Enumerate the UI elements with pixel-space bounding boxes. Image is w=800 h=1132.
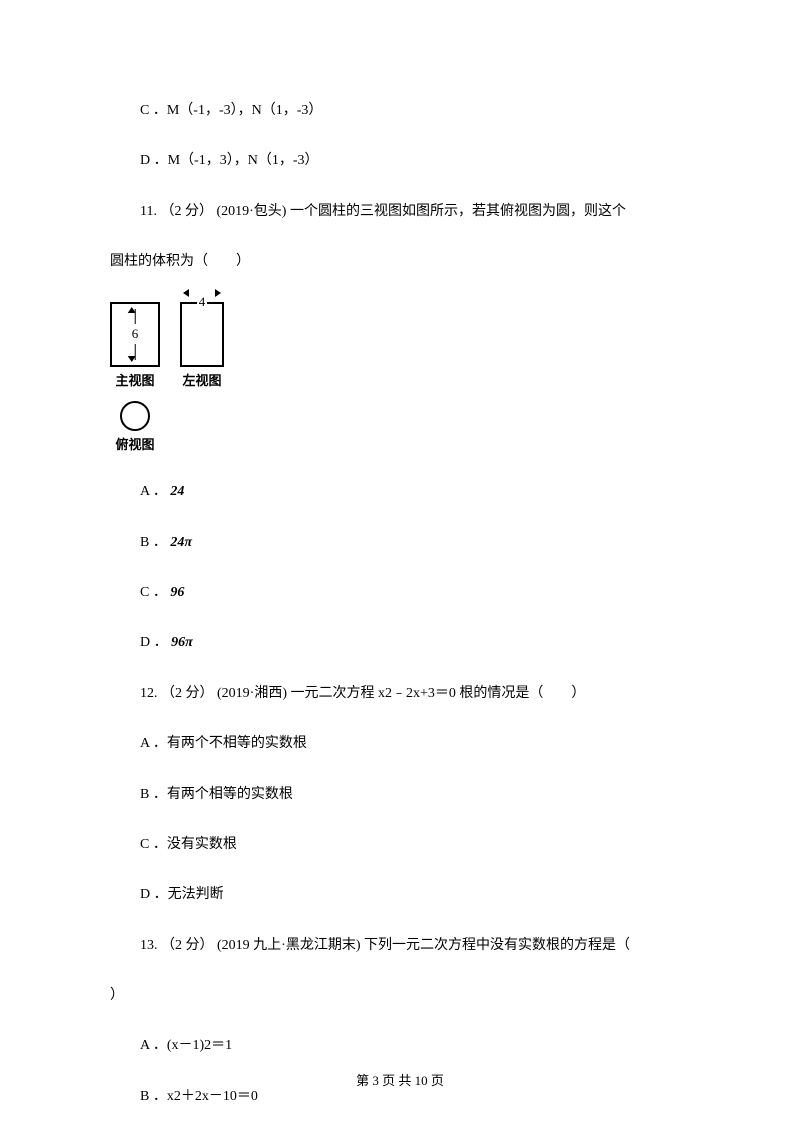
option-value: 24 — [170, 484, 184, 499]
q11-option-d: D ． 96π — [110, 632, 690, 654]
main-view-rect: 6 — [110, 302, 160, 367]
question-text-wrap: ） — [110, 988, 124, 1003]
option-text: A ．有两个不相等的实数根 — [140, 736, 307, 751]
dim-h-value: 4 — [197, 292, 208, 313]
vertical-dimension: 6 — [131, 309, 140, 360]
option-label: C ． — [140, 585, 167, 600]
option-text: C ．M（-1，-3），N（1，-3） — [140, 103, 322, 118]
option-text: D ．M（-1，3），N（1，-3） — [140, 153, 319, 168]
diagram-top-row: 6 主视图 4 左视图 — [110, 302, 690, 392]
top-view-circle — [120, 401, 150, 431]
q12-option-b: B ．有两个相等的实数根 — [110, 784, 690, 806]
main-view-label: 主视图 — [115, 371, 154, 392]
question-text: 11. （2 分） (2019·包头) 一个圆柱的三视图如图所示，若其俯视图为圆… — [140, 204, 626, 219]
horizontal-dimension: 4 — [185, 292, 219, 313]
dim-v-value: 6 — [131, 324, 140, 345]
q13-option-a: A ．(x－1)2＝1 — [110, 1035, 690, 1057]
option-text: A ．(x－1)2＝1 — [140, 1038, 232, 1053]
question-text: 12. （2 分） (2019·湘西) 一元二次方程 x2﹣2x+3＝0 根的情… — [140, 686, 585, 701]
option-value: 96 — [170, 585, 184, 600]
option-c-prev: C ．M（-1，-3），N（1，-3） — [110, 100, 690, 122]
q11-option-b: B ． 24π — [110, 532, 690, 554]
left-view: 4 左视图 — [180, 302, 224, 392]
option-label: A ． — [140, 484, 167, 499]
top-view: 俯视图 — [110, 401, 160, 456]
option-label: B ． — [140, 535, 167, 550]
option-text: D ．无法判断 — [140, 887, 224, 902]
option-text: B ．有两个相等的实数根 — [140, 787, 293, 802]
option-label: D ． — [140, 635, 168, 650]
left-view-label: 左视图 — [182, 371, 221, 392]
q12-option-d: D ．无法判断 — [110, 884, 690, 906]
left-view-rect: 4 — [180, 302, 224, 367]
page-number: 第 3 页 共 10 页 — [356, 1073, 444, 1088]
option-value: 24π — [170, 535, 192, 550]
q11-option-a: A ． 24 — [110, 481, 690, 503]
question-13: 13. （2 分） (2019 九上·黑龙江期末) 下列一元二次方程中没有实数根… — [110, 935, 690, 957]
question-text-wrap: 圆柱的体积为（ ） — [110, 254, 250, 269]
question-13-wrap: ） — [110, 985, 690, 1007]
question-11: 11. （2 分） (2019·包头) 一个圆柱的三视图如图所示，若其俯视图为圆… — [110, 201, 690, 223]
question-11-wrap: 圆柱的体积为（ ） — [110, 251, 690, 273]
three-view-diagram: 6 主视图 4 左视图 俯视图 — [110, 302, 690, 457]
option-text: C ．没有实数根 — [140, 837, 237, 852]
q11-option-c: C ． 96 — [110, 582, 690, 604]
option-value: 96π — [171, 635, 193, 650]
q12-option-c: C ．没有实数根 — [110, 834, 690, 856]
page-footer: 第 3 页 共 10 页 — [0, 1071, 800, 1092]
option-d-prev: D ．M（-1，3），N（1，-3） — [110, 150, 690, 172]
question-text: 13. （2 分） (2019 九上·黑龙江期末) 下列一元二次方程中没有实数根… — [140, 938, 630, 953]
main-view: 6 主视图 — [110, 302, 160, 392]
q12-option-a: A ．有两个不相等的实数根 — [110, 733, 690, 755]
question-12: 12. （2 分） (2019·湘西) 一元二次方程 x2﹣2x+3＝0 根的情… — [110, 683, 690, 705]
top-view-label: 俯视图 — [115, 435, 154, 456]
